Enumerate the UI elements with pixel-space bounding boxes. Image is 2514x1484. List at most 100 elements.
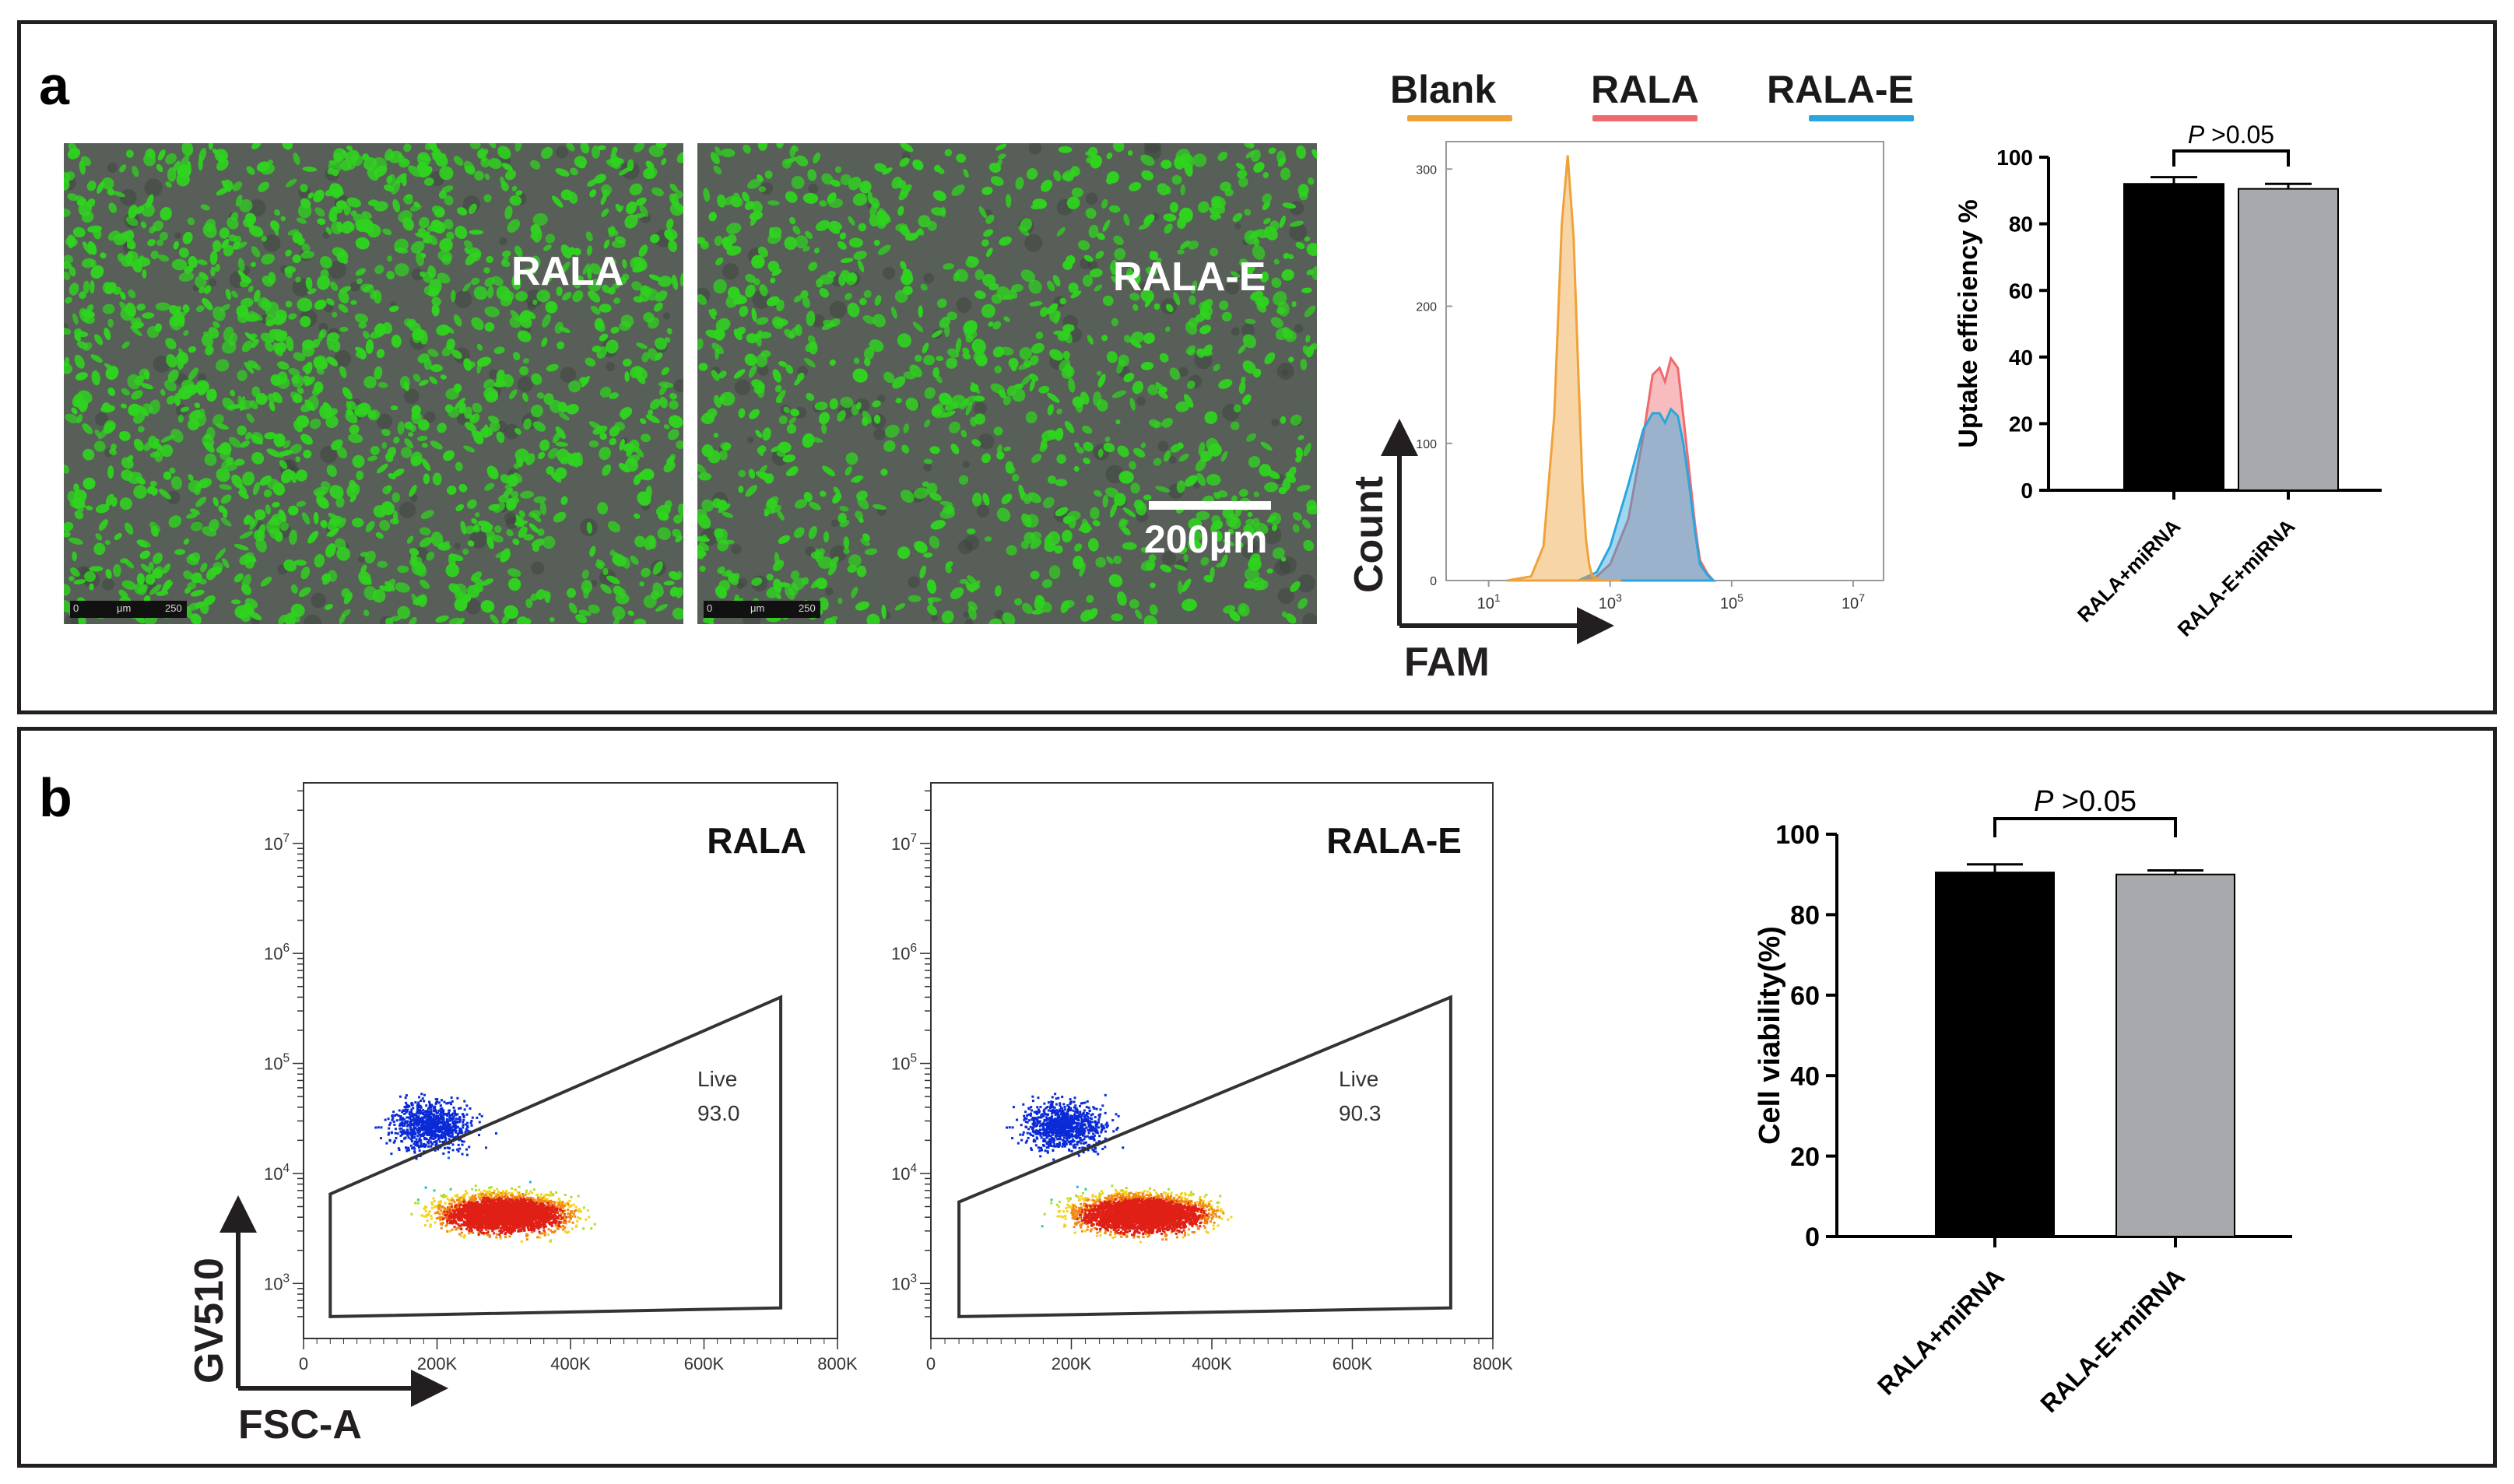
micro-fluorescent-cell [64, 254, 74, 264]
micro-fluorescent-cell [1117, 445, 1129, 458]
micro-fluorescent-cell [645, 288, 658, 301]
micro-fluorescent-cell [1280, 167, 1291, 181]
micro-fluorescent-cell [497, 146, 511, 160]
micro-fluorescent-cell [394, 238, 409, 253]
micro-fluorescent-cell [172, 160, 181, 172]
micro-fluorescent-cell [1164, 450, 1171, 462]
micro-fluorescent-cell [404, 421, 413, 430]
histogram-xtick-label: 105 [1720, 591, 1743, 612]
micro-fluorescent-cell [322, 576, 332, 585]
micro-fluorescent-cell [150, 250, 159, 260]
micro-fluorescent-cell [988, 618, 1002, 624]
micro-fluorescent-cell [1114, 493, 1126, 507]
micro-fluorescent-cell [111, 443, 117, 451]
micro-fluorescent-cell [510, 310, 521, 321]
flow-event [511, 1226, 514, 1230]
micro-fluorescent-cell [136, 539, 151, 548]
bar-ytick-label: 60 [2009, 279, 2033, 303]
micro-fluorescent-cell [1068, 282, 1079, 293]
micro-fluorescent-cell [638, 472, 646, 480]
micro-fluorescent-cell [1259, 271, 1269, 283]
micro-fluorescent-cell [392, 510, 399, 524]
micro-fluorescent-cell [1184, 161, 1193, 177]
micro-fluorescent-cell [575, 614, 588, 624]
flow-event [449, 1215, 452, 1218]
micro-fluorescent-cell [847, 564, 858, 574]
micro-fluorescent-cell [1132, 381, 1144, 395]
micro-fluorescent-cell [266, 448, 280, 458]
micro-fluorescent-cell [570, 167, 578, 176]
micro-dim-cell [262, 234, 281, 252]
micro-fluorescent-cell [159, 231, 168, 241]
micro-fluorescent-cell [348, 433, 363, 444]
micro-fluorescent-cell [363, 284, 373, 292]
flow-event [541, 1223, 544, 1226]
micro-dim-cell [153, 356, 170, 373]
micro-fluorescent-cell [413, 374, 421, 382]
micro-fluorescent-cell [441, 541, 450, 549]
micro-fluorescent-cell [338, 303, 349, 313]
micro-dim-cell [606, 362, 616, 372]
micro-fluorescent-cell [848, 216, 855, 226]
micro-fluorescent-cell [75, 398, 86, 411]
micro-fluorescent-cell [281, 468, 293, 484]
micro-fluorescent-cell [198, 388, 207, 396]
micro-fluorescent-cell [1111, 390, 1127, 398]
flow-event [455, 1117, 458, 1121]
micro-fluorescent-cell [1235, 541, 1244, 548]
micro-fluorescent-cell [1191, 280, 1198, 294]
micro-fluorescent-cell [1238, 489, 1248, 497]
micro-fluorescent-cell [1060, 601, 1069, 613]
micro-fluorescent-cell [164, 380, 177, 391]
micro-fluorescent-cell [786, 423, 797, 434]
micro-fluorescent-cell [988, 283, 999, 291]
micro-fluorescent-cell [1301, 287, 1312, 293]
micro-fluorescent-cell [676, 570, 683, 580]
micro-fluorescent-cell [962, 347, 970, 355]
flow-event [438, 1140, 441, 1143]
micro-fluorescent-cell [409, 616, 417, 624]
micro-fluorescent-cell [1270, 317, 1283, 328]
flow-event [434, 1212, 437, 1215]
micro-fluorescent-cell [1165, 326, 1171, 332]
flow-event [539, 1223, 542, 1226]
micro-fluorescent-cell [216, 444, 229, 454]
micro-fluorescent-cell [1271, 524, 1278, 532]
micro-fluorescent-cell [82, 423, 93, 435]
micro-fluorescent-cell [803, 492, 813, 502]
micro-fluorescent-cell [300, 567, 311, 580]
micro-fluorescent-cell [90, 354, 103, 363]
flow-event [397, 1147, 400, 1150]
flow-event [389, 1121, 392, 1124]
micro-fluorescent-cell [708, 450, 721, 464]
flow-event [474, 1184, 477, 1188]
micro-fluorescent-cell [404, 438, 414, 449]
micro-fluorescent-cell [389, 616, 402, 622]
flow-event [400, 1127, 403, 1130]
micro-fluorescent-cell [297, 297, 313, 312]
micro-fluorescent-cell [325, 543, 336, 558]
micro-fluorescent-cell [440, 374, 447, 380]
micro-dim-cell [1024, 233, 1043, 252]
micro-fluorescent-cell [929, 535, 940, 549]
micro-fluorescent-cell [1250, 290, 1264, 301]
micro-fluorescent-cell [757, 384, 765, 398]
flow-event [440, 1226, 443, 1230]
flow-event [468, 1230, 471, 1233]
micro-fluorescent-cell [1020, 218, 1032, 232]
flow-event [448, 1135, 451, 1138]
micro-fluorescent-cell [766, 574, 774, 581]
micro-fluorescent-cell [863, 289, 872, 299]
micro-fluorescent-cell [325, 226, 332, 235]
flow-event [451, 1130, 454, 1133]
micro-fluorescent-cell [1178, 207, 1193, 223]
micro-fluorescent-cell [993, 426, 1003, 436]
micro-fluorescent-cell [542, 314, 551, 328]
micro-fluorescent-cell [621, 556, 630, 569]
micro-fluorescent-cell [178, 272, 195, 282]
micro-fluorescent-cell [493, 502, 506, 513]
micro-fluorescent-cell [409, 484, 417, 497]
micro-fluorescent-cell [1262, 193, 1272, 204]
micro-fluorescent-cell [805, 230, 813, 240]
micro-fluorescent-cell [101, 177, 114, 190]
